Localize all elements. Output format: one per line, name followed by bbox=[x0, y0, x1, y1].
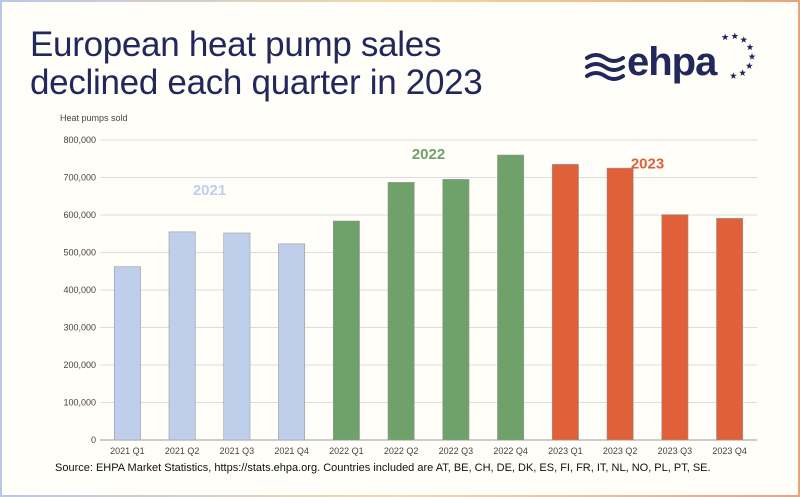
y-tick-label: 100,000 bbox=[63, 398, 96, 408]
y-tick-label: 0 bbox=[91, 435, 96, 445]
bar bbox=[168, 231, 196, 441]
x-tick-label: 2023 Q3 bbox=[658, 446, 693, 456]
y-tick-label: 300,000 bbox=[63, 323, 96, 333]
y-tick-label: 500,000 bbox=[63, 248, 96, 258]
logo-star-icon bbox=[731, 32, 739, 40]
logo-star-icon bbox=[748, 53, 756, 60]
ehpa-logo: ehpa bbox=[582, 32, 762, 92]
year-annotation: 2023 bbox=[631, 155, 664, 172]
y-tick-label: 600,000 bbox=[63, 210, 96, 220]
logo-star-icon bbox=[740, 36, 748, 43]
x-tick-label: 2023 Q2 bbox=[603, 446, 638, 456]
y-axis-label: Heat pumps sold bbox=[60, 113, 128, 123]
bar bbox=[223, 232, 251, 441]
logo-star-icon bbox=[739, 69, 746, 76]
bar bbox=[551, 164, 579, 441]
bar bbox=[442, 179, 470, 441]
y-tick-label: 200,000 bbox=[63, 360, 96, 370]
bar bbox=[606, 167, 634, 441]
x-tick-label: 2021 Q4 bbox=[274, 446, 309, 456]
bar bbox=[497, 154, 525, 441]
x-tick-label: 2022 Q3 bbox=[439, 446, 474, 456]
bar bbox=[716, 218, 744, 441]
y-tick-label: 800,000 bbox=[63, 135, 96, 145]
year-annotation: 2022 bbox=[412, 146, 445, 163]
y-tick-label: 700,000 bbox=[63, 173, 96, 183]
chart-title: European heat pump sales declined each q… bbox=[30, 25, 483, 102]
x-tick-label: 2021 Q3 bbox=[220, 446, 255, 456]
logo-graphic bbox=[585, 32, 756, 81]
x-tick-label: 2021 Q1 bbox=[110, 446, 145, 456]
y-tick-label: 400,000 bbox=[63, 285, 96, 295]
bar bbox=[278, 243, 306, 441]
logo-text: ehpa bbox=[627, 40, 717, 84]
source-note: Source: EHPA Market Statistics, https://… bbox=[55, 462, 711, 474]
x-tick-label: 2022 Q2 bbox=[384, 446, 419, 456]
x-tick-label: 2022 Q1 bbox=[329, 446, 364, 456]
x-tick-label: 2023 Q4 bbox=[712, 446, 747, 456]
bar bbox=[113, 266, 141, 441]
year-annotation: 2021 bbox=[193, 182, 226, 199]
x-tick-label: 2022 Q4 bbox=[493, 446, 528, 456]
logo-star-icon bbox=[746, 43, 754, 51]
bar bbox=[387, 182, 415, 441]
logo-star-icon bbox=[721, 33, 729, 41]
logo-star-icon bbox=[745, 62, 753, 69]
bar bbox=[332, 220, 360, 441]
x-tick-label: 2021 Q2 bbox=[165, 446, 200, 456]
logo-star-icon bbox=[730, 72, 737, 79]
bar bbox=[661, 214, 689, 441]
x-tick-label: 2023 Q1 bbox=[548, 446, 583, 456]
